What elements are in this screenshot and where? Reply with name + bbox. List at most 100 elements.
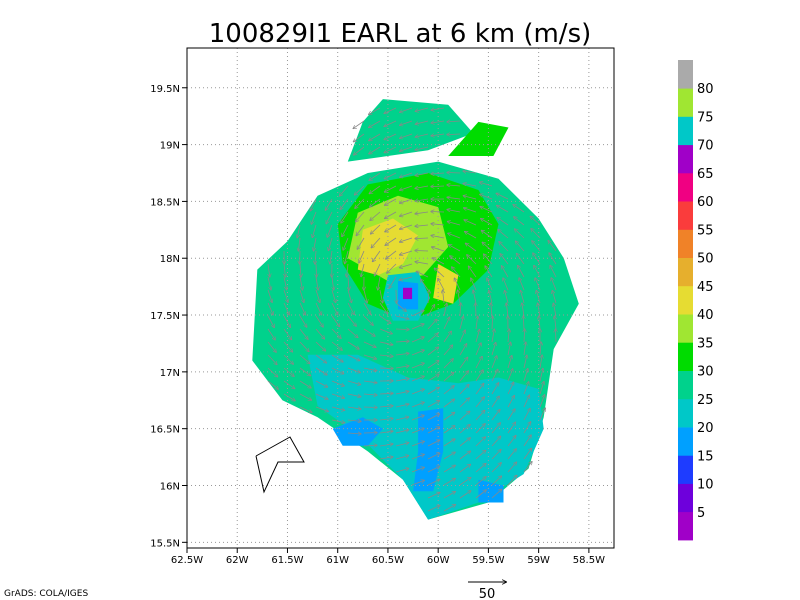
wind-vector-323 <box>347 407 361 409</box>
wind-vector-84 <box>298 237 300 251</box>
colorbar-label-8: 45 <box>697 280 714 295</box>
wind-vector-371 <box>507 436 516 447</box>
wind-vector-98 <box>515 229 525 239</box>
wind-vector-398 <box>507 475 517 486</box>
wind-vector-315 <box>475 384 484 395</box>
wind-region-13 <box>403 287 413 300</box>
wind-vector-198 <box>363 315 373 325</box>
wind-vector-74 <box>385 224 397 232</box>
wind-vector-205 <box>476 303 477 317</box>
y-tick-label-3: 17N <box>160 368 180 379</box>
wind-vector-36 <box>415 185 429 188</box>
colorbar-box-12 <box>678 172 693 202</box>
wind-vector-201 <box>411 311 424 317</box>
wind-vector-287 <box>299 380 311 388</box>
x-tick-label-0: 62.5W <box>171 555 203 566</box>
wind-vector-178 <box>331 302 338 315</box>
wind-vector-135 <box>533 253 541 265</box>
wind-vector-23 <box>415 146 429 150</box>
wind-vector-211 <box>267 328 275 340</box>
wind-vector-144 <box>378 276 381 290</box>
wind-vector-382 <box>523 448 532 460</box>
wind-vector-339 <box>379 419 393 421</box>
wind-vector-61 <box>415 212 429 214</box>
wind-vector-352 <box>379 431 393 433</box>
wind-vector-244 <box>491 329 494 343</box>
wind-vector-316 <box>491 383 499 395</box>
wind-vector-5 <box>353 120 365 128</box>
wind-vector-63 <box>447 210 461 213</box>
wind-vector-212 <box>283 328 292 340</box>
colorbar-box-2 <box>678 455 693 484</box>
wind-vector-170 <box>503 278 509 291</box>
wind-vector-294 <box>411 376 424 382</box>
wind-vector-348 <box>523 409 530 421</box>
x-tick-label-5: 60W <box>427 555 450 566</box>
wind-vector-264 <box>507 342 511 356</box>
wind-vector-186 <box>473 290 477 304</box>
wind-vector-229 <box>555 316 557 330</box>
wind-vector-22 <box>400 146 413 151</box>
wind-vector-285 <box>267 380 278 389</box>
wind-vector-188 <box>505 291 509 304</box>
colorbar-label-10: 55 <box>697 223 714 238</box>
wind-vector-386 <box>443 465 455 473</box>
wind-vector-252 <box>315 354 326 363</box>
wind-vector-62 <box>431 212 445 213</box>
wind-vector-6 <box>369 120 381 128</box>
wind-vector-277 <box>427 361 439 369</box>
wind-vector-26 <box>400 172 413 177</box>
wind-vector-197 <box>347 315 356 326</box>
wind-vector-403 <box>491 489 502 499</box>
wind-vector-150 <box>469 266 477 278</box>
wind-vector-56 <box>341 211 349 223</box>
wind-vector-87 <box>343 237 349 250</box>
wind-vector-220 <box>411 324 424 330</box>
wind-vector-113 <box>482 242 493 252</box>
wind-vector-152 <box>502 266 509 278</box>
wind-vector-109 <box>415 251 429 252</box>
wind-vector-1 <box>384 107 397 113</box>
wind-vector-53 <box>496 193 509 200</box>
wind-vector-96 <box>481 231 493 239</box>
x-tick-label-8: 58.5W <box>573 555 605 566</box>
wind-vector-162 <box>363 289 367 303</box>
colorbar-box-15 <box>678 88 693 117</box>
wind-vector-234 <box>331 341 342 350</box>
wind-vector-325 <box>379 406 393 407</box>
wind-vector-104 <box>345 250 349 264</box>
wind-vector-307 <box>347 393 361 397</box>
wind-vector-12 <box>354 133 365 142</box>
wind-vector-156 <box>267 289 272 302</box>
wind-vector-362 <box>363 445 377 446</box>
colorbar-label-5: 30 <box>697 365 714 380</box>
wind-vector-241 <box>443 331 451 343</box>
wind-vector-182 <box>395 302 406 311</box>
wind-vector-73 <box>371 224 381 234</box>
colorbar-label-13: 70 <box>697 139 714 154</box>
wind-vector-51 <box>463 196 477 200</box>
wind-vector-222 <box>443 317 450 330</box>
wind-vector-166 <box>438 279 445 291</box>
wind-vector-99 <box>531 229 541 239</box>
colorbar-box-9 <box>678 257 693 287</box>
x-tick-label-4: 60.5W <box>372 555 404 566</box>
wind-vector-42 <box>325 198 333 210</box>
colorbar-box-1 <box>678 483 693 513</box>
wind-vector-175 <box>283 302 289 315</box>
wind-vector-125 <box>374 263 381 276</box>
wind-vector-288 <box>315 380 328 387</box>
wind-vector-138 <box>283 276 287 290</box>
wind-vector-54 <box>311 211 317 224</box>
wind-vector-295 <box>427 374 439 382</box>
wind-vector-396 <box>475 477 486 486</box>
wind-vector-187 <box>489 290 493 304</box>
wind-vector-24 <box>369 172 381 180</box>
wind-vector-81 <box>497 218 509 226</box>
x-axis: 62.5W 62W 61.5W 61W 60.5W 60W 59.5W 59W 58.5W <box>171 548 605 566</box>
wind-vector-306 <box>331 393 344 398</box>
wind-vector-273 <box>363 367 377 371</box>
wind-vector-380 <box>491 450 501 460</box>
wind-vector-290 <box>347 380 361 385</box>
